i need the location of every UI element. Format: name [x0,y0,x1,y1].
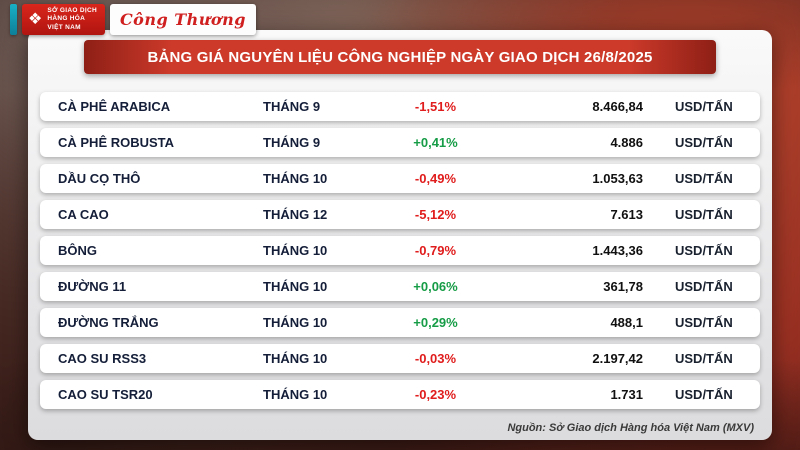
change-percent: -1,51% [414,99,457,114]
contract-month: THÁNG 9 [263,135,321,150]
price-value: 1.053,63 [592,171,643,186]
price-value: 4.886 [610,135,643,150]
price-value: 1.443,36 [592,243,643,258]
table-row: DẦU CỌ THÔ THÁNG 10 -0,49% 1.053,63 USD/… [40,164,760,193]
contract-month: THÁNG 9 [263,99,321,114]
contract-month: THÁNG 10 [263,351,328,366]
price-unit: USD/TẤN [675,243,733,258]
price-unit: USD/TẤN [675,315,733,330]
table-row: ĐƯỜNG TRẮNG THÁNG 10 +0,29% 488,1 USD/TẤ… [40,308,760,337]
price-unit: USD/TẤN [675,135,733,150]
commodity-name: CAO SU TSR20 [58,387,153,402]
contract-month: THÁNG 12 [263,207,328,222]
table-row: ĐƯỜNG 11 THÁNG 10 +0,06% 361,78 USD/TẤN [40,272,760,301]
table-row: BÔNG THÁNG 10 -0,79% 1.443,36 USD/TẤN [40,236,760,265]
table-row: CAO SU RSS3 THÁNG 10 -0,03% 2.197,42 USD… [40,344,760,373]
commodity-name: CA CAO [58,207,109,222]
contract-month: THÁNG 10 [263,171,328,186]
change-percent: +0,41% [413,135,458,150]
price-value: 488,1 [610,315,643,330]
mxv-logo-text: SỞ GIAO DỊCH HÀNG HÓA VIỆT NAM [47,7,97,31]
congthuong-logo: Công Thương [109,4,256,35]
contract-month: THÁNG 10 [263,279,328,294]
congthuong-logo-text: Công Thương [119,10,246,29]
commodity-name: ĐƯỜNG 11 [58,279,127,294]
price-value: 8.466,84 [592,99,643,114]
table-row: CAO SU TSR20 THÁNG 10 -0,23% 1.731 USD/T… [40,380,760,409]
price-unit: USD/TẤN [675,171,733,186]
mxv-teal-stripe [10,4,17,35]
title-banner: BẢNG GIÁ NGUYÊN LIỆU CÔNG NGHIỆP NGÀY GI… [84,40,716,74]
change-percent: -0,23% [414,387,457,402]
contract-month: THÁNG 10 [263,387,328,402]
page-title: BẢNG GIÁ NGUYÊN LIỆU CÔNG NGHIỆP NGÀY GI… [147,48,653,66]
table-row: CÀ PHÊ ROBUSTA THÁNG 9 +0,41% 4.886 USD/… [40,128,760,157]
mxv-logo: ❖ SỞ GIAO DỊCH HÀNG HÓA VIỆT NAM [22,4,105,35]
price-unit: USD/TẤN [675,279,733,294]
price-value: 7.613 [610,207,643,222]
mxv-logo-line1: SỞ GIAO DỊCH [47,7,97,15]
price-board-panel: BẢNG GIÁ NGUYÊN LIỆU CÔNG NGHIỆP NGÀY GI… [28,30,772,440]
change-percent: +0,29% [413,315,458,330]
change-percent: -0,79% [414,243,457,258]
commodity-name: CÀ PHÊ ARABICA [58,99,171,114]
commodity-name: DẦU CỌ THÔ [58,171,141,186]
change-percent: -0,49% [414,171,457,186]
source-note: Nguồn: Sở Giao dịch Hàng hóa Việt Nam (M… [507,422,754,434]
price-table: CÀ PHÊ ARABICA THÁNG 9 -1,51% 8.466,84 U… [40,92,760,409]
price-unit: USD/TẤN [675,387,733,402]
price-value: 361,78 [603,279,643,294]
mxv-logo-line2: HÀNG HÓA [47,15,86,23]
commodity-name: CÀ PHÊ ROBUSTA [58,135,175,150]
mxv-logo-line3: VIỆT NAM [47,23,81,31]
price-unit: USD/TẤN [675,99,733,114]
price-unit: USD/TẤN [675,207,733,222]
commodity-name: ĐƯỜNG TRẮNG [58,315,159,330]
mxv-diamond-icon: ❖ [28,10,43,28]
contract-month: THÁNG 10 [263,315,328,330]
change-percent: -5,12% [414,207,457,222]
logo-bar: ❖ SỞ GIAO DỊCH HÀNG HÓA VIỆT NAM Công Th… [10,4,256,35]
change-percent: +0,06% [413,279,458,294]
commodity-name: BÔNG [58,243,97,258]
price-value: 1.731 [610,387,643,402]
price-value: 2.197,42 [592,351,643,366]
price-unit: USD/TẤN [675,351,733,366]
contract-month: THÁNG 10 [263,243,328,258]
table-row: CA CAO THÁNG 12 -5,12% 7.613 USD/TẤN [40,200,760,229]
change-percent: -0,03% [414,351,457,366]
table-row: CÀ PHÊ ARABICA THÁNG 9 -1,51% 8.466,84 U… [40,92,760,121]
commodity-name: CAO SU RSS3 [58,351,147,366]
